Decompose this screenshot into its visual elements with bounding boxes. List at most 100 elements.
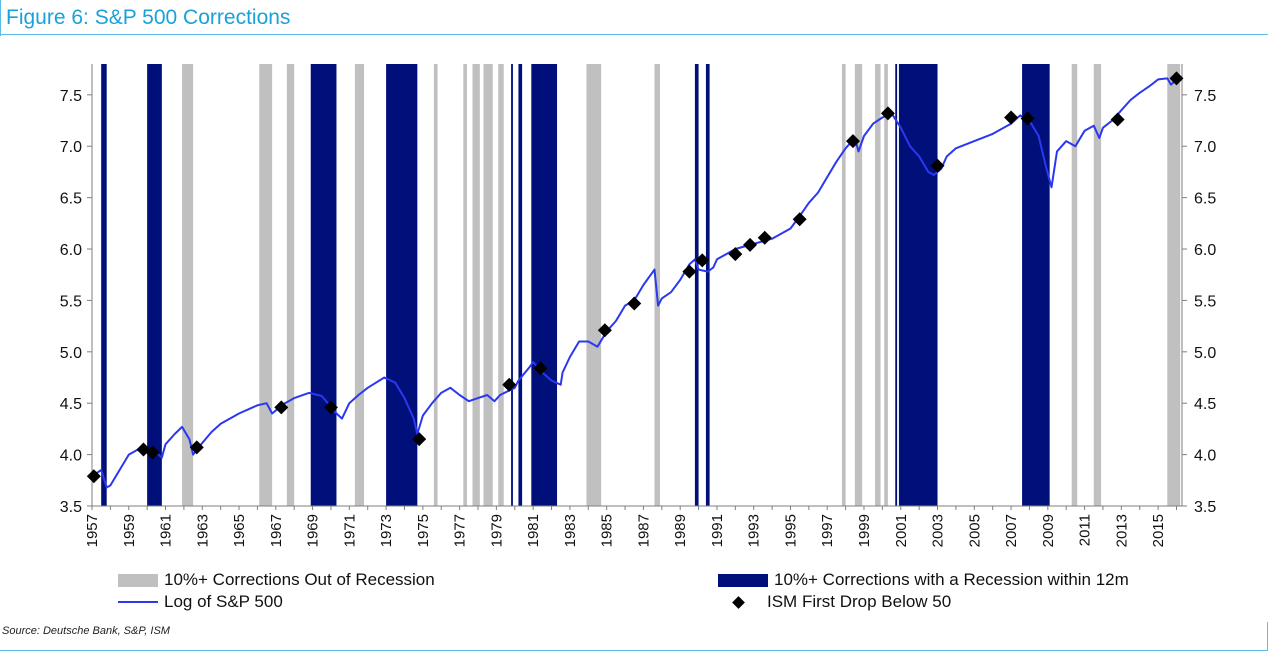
x-tick-label-1959: 1959 (121, 514, 138, 547)
gray-band-2 (286, 64, 295, 506)
ism-marker-23 (1169, 71, 1184, 86)
legend-label-log-sp: Log of S&P 500 (164, 592, 283, 611)
x-tick-label-1979: 1979 (488, 514, 505, 547)
gray-band-12 (854, 64, 863, 506)
ism-marker-16 (792, 212, 807, 227)
x-tick-label-1981: 1981 (525, 514, 542, 547)
gray-band-15 (1071, 64, 1078, 506)
ism-marker-4 (274, 400, 289, 415)
series-log-sp500-line (91, 77, 1178, 489)
x-tick-label-1969: 1969 (305, 514, 322, 547)
legend-swatch-line (118, 601, 158, 603)
y-tick-label-right-8: 7.5 (1194, 88, 1216, 105)
y-tick-label-right-1: 4.0 (1194, 448, 1216, 465)
legend-entry-with-recession: 10%+ Corrections with a Recession within… (718, 570, 1129, 590)
title-underline (0, 34, 1268, 35)
legend-label-with-recession: 10%+ Corrections with a Recession within… (774, 570, 1129, 589)
figure-title: Figure 6: S&P 500 Corrections (6, 6, 291, 29)
y-tick-label-right-5: 6.0 (1194, 242, 1216, 259)
gray-band-7 (483, 64, 493, 506)
gray-band-11 (841, 64, 846, 506)
y-tick-label-left-5: 6.0 (60, 242, 82, 259)
legend-label-out-of-recession: 10%+ Corrections Out of Recession (164, 570, 435, 589)
ism-marker-13 (728, 247, 743, 262)
x-tick-label-1963: 1963 (194, 514, 211, 547)
x-tick-label-1985: 1985 (599, 514, 616, 547)
ism-marker-9 (597, 323, 612, 338)
y-tick-label-right-6: 6.5 (1194, 191, 1216, 208)
legend-swatch-gray (118, 573, 158, 587)
ism-marker-18 (880, 106, 895, 121)
x-tick-label-2015: 2015 (1150, 514, 1167, 547)
gray-band-10 (654, 64, 660, 506)
y-tick-label-right-7: 7.0 (1194, 139, 1216, 156)
ism-marker-10 (627, 296, 642, 311)
x-tick-label-1965: 1965 (231, 514, 248, 547)
gray-band-17 (1167, 64, 1181, 506)
navy-band-2 (310, 64, 337, 506)
ism-marker-17 (845, 134, 860, 149)
x-tick-label-1975: 1975 (415, 514, 432, 547)
x-tick-label-2003: 2003 (930, 514, 947, 547)
y-tick-label-left-1: 4.0 (60, 448, 82, 465)
gray-band-4 (433, 64, 438, 506)
footer-rule (0, 650, 1268, 651)
navy-band-0 (101, 64, 107, 506)
x-tick-label-1997: 1997 (819, 514, 836, 547)
ism-marker-20 (1004, 110, 1019, 125)
gray-band-1 (259, 64, 273, 506)
navy-band-6 (531, 64, 558, 506)
legend-entry-out-of-recession: 10%+ Corrections Out of Recession (118, 570, 435, 590)
navy-band-7 (694, 64, 699, 506)
legend-swatch-navy (718, 573, 768, 587)
navy-band-5 (518, 64, 523, 506)
legend-label-ism: ISM First Drop Below 50 (767, 592, 952, 611)
x-tick-label-2013: 2013 (1113, 514, 1130, 547)
y-tick-label-left-3: 5.0 (60, 345, 82, 362)
navy-band-1 (147, 64, 162, 506)
y-tick-label-right-0: 3.5 (1194, 499, 1216, 516)
y-tick-label-left-4: 5.5 (60, 293, 82, 310)
ism-marker-3 (189, 440, 204, 455)
legend-entry-ism: ISM First Drop Below 50 (732, 592, 952, 612)
footer-right-rule (1267, 622, 1268, 651)
ism-marker-0 (86, 469, 101, 484)
navy-band-8 (705, 64, 710, 506)
navy-band-9 (895, 64, 898, 506)
ism-marker-5 (323, 400, 338, 415)
x-tick-label-1983: 1983 (562, 514, 579, 547)
x-tick-label-2007: 2007 (1003, 514, 1020, 547)
x-tick-label-1999: 1999 (856, 514, 873, 547)
x-tick-label-1993: 1993 (746, 514, 763, 547)
x-tick-label-2009: 2009 (1040, 514, 1057, 547)
gray-band-16 (1093, 64, 1102, 506)
x-tick-label-2005: 2005 (966, 514, 983, 547)
ism-marker-15 (757, 230, 772, 245)
ism-marker-6 (412, 432, 427, 447)
y-tick-label-left-2: 4.5 (60, 396, 82, 413)
ism-marker-19 (930, 158, 945, 173)
ism-marker-2 (145, 445, 160, 460)
gray-band-13 (875, 64, 881, 506)
x-tick-label-1973: 1973 (378, 514, 395, 547)
gray-band-3 (354, 64, 365, 506)
navy-band-10 (898, 64, 938, 506)
gray-band-14 (884, 64, 888, 506)
y-tick-label-left-0: 3.5 (60, 499, 82, 516)
x-tick-label-1971: 1971 (341, 514, 358, 547)
navy-band-4 (511, 64, 513, 506)
navy-band-11 (1022, 64, 1050, 506)
x-tick-label-1961: 1961 (158, 514, 175, 547)
title-left-rule (0, 0, 1, 36)
legend-entry-log-sp: Log of S&P 500 (118, 592, 283, 612)
x-tick-label-1987: 1987 (635, 514, 652, 547)
x-tick-label-1989: 1989 (672, 514, 689, 547)
source-note: Source: Deutsche Bank, S&P, ISM (2, 625, 170, 637)
gray-band-8 (498, 64, 504, 506)
y-tick-label-right-3: 5.0 (1194, 345, 1216, 362)
ism-marker-14 (743, 237, 758, 252)
y-tick-label-left-8: 7.5 (60, 88, 82, 105)
x-tick-label-1991: 1991 (709, 514, 726, 547)
y-tick-label-right-2: 4.5 (1194, 396, 1216, 413)
gray-band-6 (472, 64, 480, 506)
